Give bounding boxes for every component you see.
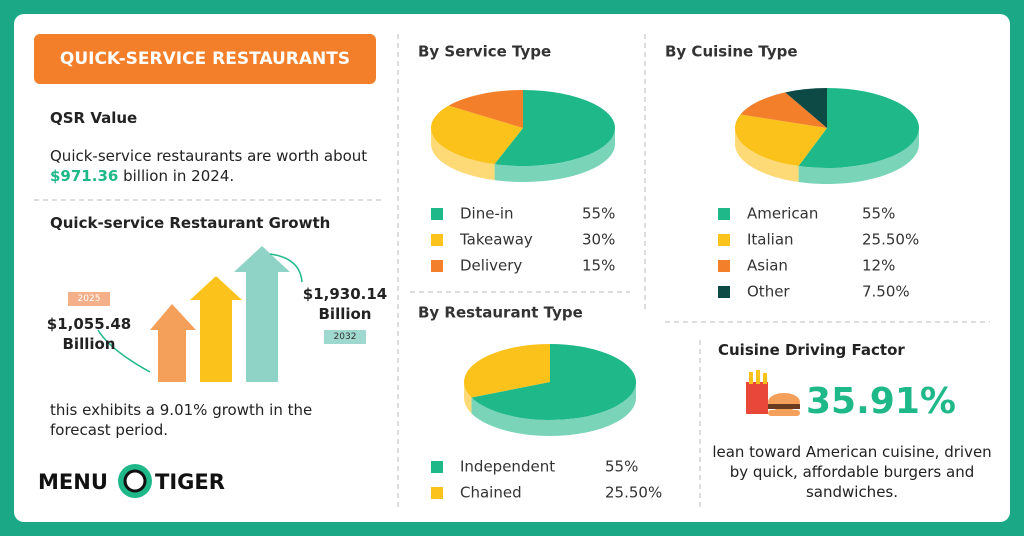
text: billion in 2024. [118,167,235,185]
section-title: Quick-service Restaurant Growth [50,214,331,232]
amount: $971.36 [50,167,119,185]
legend-label: Takeaway [459,231,533,249]
value-label: 55% [582,205,615,223]
food-icon [746,370,800,416]
pie-side [735,128,799,183]
legend-label: American [747,205,818,223]
year: 2025 [77,294,101,304]
legend-label: Independent [460,458,555,476]
legend-swatch [718,260,730,272]
pie-slice [448,90,523,128]
legend-label: Other [747,283,790,301]
year-tag [324,330,366,344]
legend-swatch [431,260,443,272]
pie-slice [463,344,550,398]
logo: MENU [38,470,108,494]
pie-slice [471,344,636,420]
logo: TIGER [155,470,225,494]
legend-swatch [431,208,443,220]
legend-label: Asian [747,257,788,275]
pie-slice [735,114,827,167]
pie-side [494,128,615,182]
growth-arrows [97,246,303,382]
value-label: 7.50% [862,283,910,301]
legend-label: Chained [460,484,522,502]
chart-title: By Restaurant Type [418,304,583,322]
legend-swatch [718,286,730,298]
section-title: Cuisine Driving Factor [718,341,905,359]
legend-swatch [718,208,730,220]
legend-label: Delivery [460,257,522,275]
value-label: 25.50% [605,484,662,502]
year-tag [68,292,110,306]
legend-swatch [431,487,443,499]
value-label: 15% [582,257,615,275]
dividers [34,34,990,510]
legend-swatch [718,234,730,246]
start-value: $1,055.48 Billion [46,315,132,353]
chart-title: By Service Type [418,43,551,61]
value-label: 55% [862,205,895,223]
qsr-text: Quick-service restaurants are worth abou… [50,146,370,186]
value-label: 55% [605,458,638,476]
pie-slice [785,88,827,128]
big-stat: 35.91% [806,381,956,422]
pie-slice [431,105,523,165]
legend-label: Italian [747,231,794,249]
value-label: 30% [582,231,615,249]
logo-icon [123,469,147,493]
pie-side [431,128,495,181]
legend-swatch [431,461,443,473]
badge: QUICK-SERVICE RESTAURANTS [59,49,351,69]
text: Quick-service restaurants are worth abou… [50,147,368,165]
value-label: 25.50% [862,231,919,249]
end-value: $1,930.14 Billion [302,285,388,323]
pie-slice [494,90,615,166]
pie-slice [740,92,827,128]
legend-swatch [431,234,443,246]
factor-text: lean toward American cuisine, driven by … [712,443,992,501]
growth-text: this exhibits a 9.01% growth in the fore… [50,401,313,439]
value-label: 12% [862,257,895,275]
year: 2032 [333,332,357,342]
section-title: QSR Value [50,109,138,127]
pie-side [798,128,919,185]
pie-side [471,382,636,436]
badge-bg [34,34,376,84]
pie-slice [798,88,919,168]
chart-title: By Cuisine Type [665,43,798,61]
legend-label: Dine-in [460,205,514,223]
